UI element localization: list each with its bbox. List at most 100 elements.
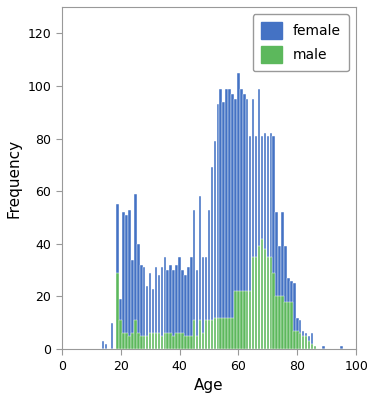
Bar [290, 302, 292, 349]
Bar [267, 257, 269, 349]
Bar [308, 341, 310, 349]
Bar [270, 257, 272, 349]
Bar [193, 320, 195, 349]
Bar [284, 302, 287, 349]
Bar [314, 346, 316, 349]
Bar [199, 320, 201, 349]
Bar [225, 88, 228, 349]
Bar [287, 278, 290, 349]
Bar [170, 333, 172, 349]
Bar [164, 257, 166, 349]
Bar [181, 270, 184, 349]
Bar [222, 102, 225, 349]
Bar [281, 296, 284, 349]
Bar [228, 318, 231, 349]
Bar [119, 299, 122, 349]
Bar [296, 318, 298, 349]
Bar [166, 333, 169, 349]
Bar [311, 333, 313, 349]
Bar [258, 88, 260, 349]
Bar [299, 320, 302, 349]
Bar [140, 336, 142, 349]
Bar [264, 133, 266, 349]
Bar [273, 136, 275, 349]
Bar [125, 215, 128, 349]
Bar [261, 238, 263, 349]
Bar [102, 341, 104, 349]
Bar [261, 136, 263, 349]
Bar [243, 94, 246, 349]
Bar [314, 346, 316, 349]
Bar [105, 344, 107, 349]
Bar [199, 196, 201, 349]
Bar [246, 291, 249, 349]
Bar [155, 268, 157, 349]
Bar [181, 333, 184, 349]
Bar [275, 296, 278, 349]
Bar [299, 333, 302, 349]
Bar [278, 296, 281, 349]
Bar [296, 331, 298, 349]
Bar [184, 275, 187, 349]
Bar [202, 257, 204, 349]
Bar [258, 246, 260, 349]
Bar [155, 333, 157, 349]
Y-axis label: Frequency: Frequency [7, 138, 22, 218]
Bar [308, 336, 310, 349]
Bar [240, 88, 243, 349]
Bar [293, 331, 296, 349]
Legend: female, male: female, male [252, 14, 349, 71]
Bar [119, 320, 122, 349]
X-axis label: Age: Age [194, 378, 224, 393]
Bar [273, 273, 275, 349]
Bar [149, 333, 152, 349]
Bar [305, 336, 308, 349]
Bar [134, 194, 136, 349]
Bar [340, 346, 343, 349]
Bar [187, 336, 190, 349]
Bar [184, 336, 187, 349]
Bar [216, 104, 219, 349]
Bar [205, 257, 207, 349]
Bar [140, 265, 142, 349]
Bar [143, 336, 146, 349]
Bar [137, 244, 140, 349]
Bar [302, 331, 304, 349]
Bar [208, 320, 210, 349]
Bar [270, 133, 272, 349]
Bar [160, 336, 163, 349]
Bar [190, 257, 192, 349]
Bar [214, 318, 216, 349]
Bar [152, 288, 154, 349]
Bar [146, 336, 148, 349]
Bar [176, 265, 178, 349]
Bar [131, 260, 134, 349]
Bar [190, 336, 192, 349]
Bar [237, 73, 240, 349]
Bar [202, 333, 204, 349]
Bar [143, 268, 146, 349]
Bar [249, 291, 251, 349]
Bar [196, 336, 198, 349]
Bar [255, 257, 257, 349]
Bar [134, 320, 136, 349]
Bar [117, 273, 119, 349]
Bar [178, 257, 181, 349]
Bar [234, 291, 237, 349]
Bar [278, 246, 281, 349]
Bar [311, 344, 313, 349]
Bar [117, 204, 119, 349]
Bar [252, 99, 254, 349]
Bar [122, 212, 125, 349]
Bar [322, 346, 325, 349]
Bar [225, 318, 228, 349]
Bar [160, 268, 163, 349]
Bar [231, 318, 234, 349]
Bar [172, 270, 175, 349]
Bar [146, 286, 148, 349]
Bar [302, 336, 304, 349]
Bar [131, 333, 134, 349]
Bar [125, 333, 128, 349]
Bar [137, 333, 140, 349]
Bar [275, 212, 278, 349]
